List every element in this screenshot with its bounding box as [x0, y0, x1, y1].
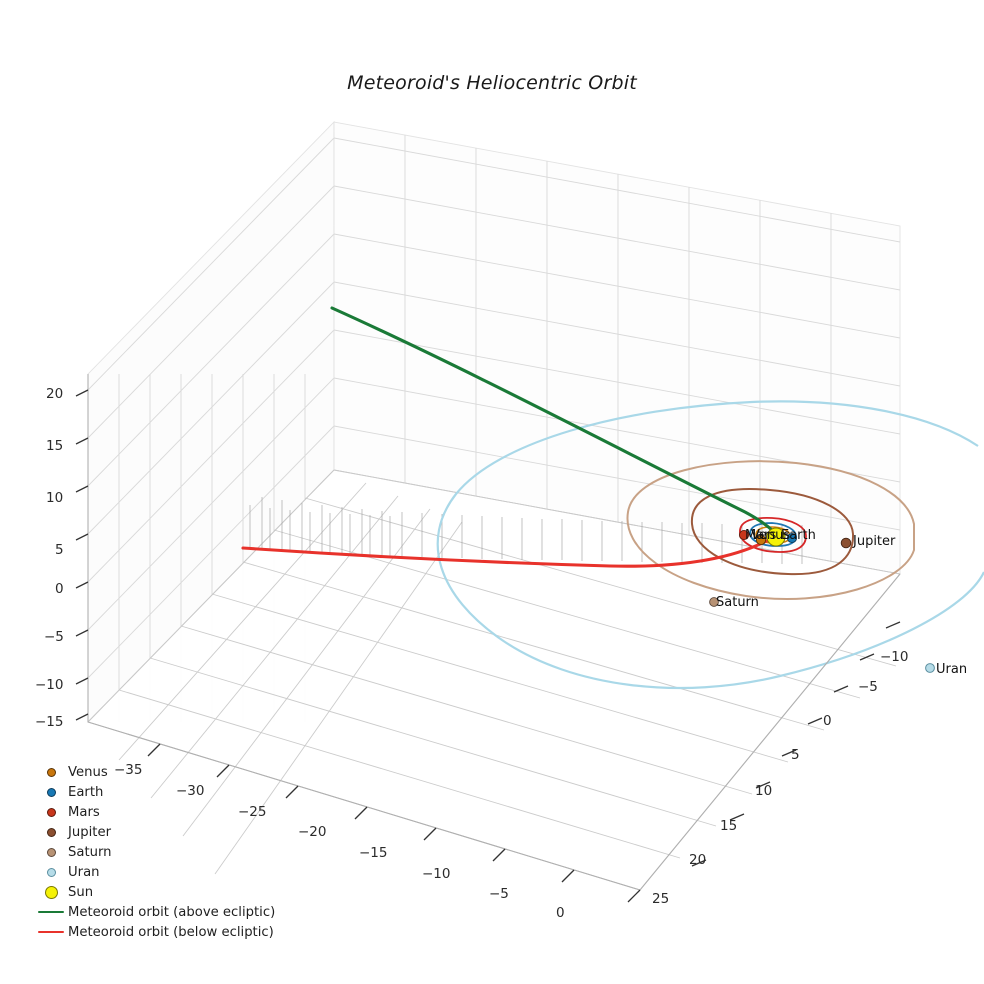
planet-markers: [709, 527, 935, 673]
red-line-icon: [34, 930, 68, 934]
meteoroid-orbit-above-ecliptic: [330, 306, 776, 534]
legend-label-sun: Sun: [68, 884, 94, 900]
uran-marker-icon: [34, 867, 68, 877]
axis-spines: [87, 374, 901, 891]
z-tick-label: 10: [46, 490, 64, 506]
body-label-earth: Earth: [781, 528, 816, 543]
marker-saturn: [709, 597, 719, 607]
legend-label-jupiter: Jupiter: [68, 824, 111, 840]
z-tick-label: −5: [44, 629, 64, 645]
y-tick-label: 20: [689, 852, 707, 868]
marker-jupiter: [840, 537, 852, 549]
y-axis-spine: [639, 573, 901, 891]
legend-item-venus[interactable]: Venus: [34, 762, 302, 782]
x-tick-label: −20: [298, 824, 327, 840]
legend-label-mars: Mars: [68, 804, 100, 820]
z-tick-label: 20: [46, 386, 64, 402]
z-tick-label: −10: [35, 677, 64, 693]
earth-marker-icon: [34, 787, 68, 797]
marker-sun: [766, 527, 786, 547]
marker-mars: [738, 529, 750, 541]
legend-item-mars[interactable]: Mars: [34, 802, 302, 822]
orbit-uran: [436, 400, 984, 690]
y-tick-label: −5: [858, 679, 878, 695]
legend-item-below-ecliptic[interactable]: Meteoroid orbit (below ecliptic): [34, 922, 302, 942]
marker-venus: [755, 534, 767, 546]
marker-uran: [925, 663, 935, 673]
meteoroid-orbit-below-ecliptic: [241, 536, 774, 568]
venus-marker-icon: [34, 767, 68, 777]
x-tick-label: 0: [556, 905, 565, 921]
y-tick-label: 5: [791, 747, 800, 763]
meteoroid-trajectories: [241, 306, 776, 568]
legend: Venus Earth Mars Jupiter Saturn: [34, 762, 302, 942]
green-line-icon: [34, 910, 68, 914]
z-tick-label: 0: [55, 581, 64, 597]
axis-ticks: [75, 389, 901, 903]
y-tick-label: 0: [823, 713, 832, 729]
x-axis-spine: [87, 721, 641, 891]
y-tick-label: −10: [880, 649, 909, 665]
z-tick-label: 15: [46, 438, 64, 454]
body-label-mars: Mars: [745, 528, 777, 543]
legend-item-jupiter[interactable]: Jupiter: [34, 822, 302, 842]
legend-item-above-ecliptic[interactable]: Meteoroid orbit (above ecliptic): [34, 902, 302, 922]
legend-item-saturn[interactable]: Saturn: [34, 842, 302, 862]
z-tick-label: −15: [35, 714, 64, 730]
x-tick-label: −5: [489, 886, 509, 902]
orbit-earth: [749, 522, 797, 547]
x-tick-label: −30: [176, 783, 205, 799]
body-label-uran: Uran: [936, 662, 968, 677]
y-tick-label: 15: [720, 818, 738, 834]
z-tick-label: 5: [55, 542, 64, 558]
legend-label-venus: Venus: [68, 764, 108, 780]
body-label-jupiter: Jupiter: [853, 534, 896, 549]
mars-marker-icon: [34, 807, 68, 817]
x-tick-label: −35: [114, 762, 143, 778]
marker-earth: [786, 532, 798, 544]
pane-xy-floor: [87, 469, 901, 891]
x-tick-label: −15: [359, 845, 388, 861]
x-tick-label: −25: [238, 804, 267, 820]
legend-item-sun[interactable]: Sun: [34, 882, 302, 902]
legend-label-earth: Earth: [68, 784, 104, 800]
body-label-saturn: Saturn: [716, 595, 759, 610]
page-title: Meteoroid's Heliocentric Orbit: [347, 72, 637, 94]
orbit-jupiter: [690, 488, 855, 576]
body-label-venus: Venus: [751, 528, 791, 543]
x-tick-label: −10: [422, 866, 451, 882]
sun-marker-icon: [34, 885, 68, 899]
legend-item-uran[interactable]: Uran: [34, 862, 302, 882]
y-tick-label: 25: [652, 891, 670, 907]
y-tick-label: 10: [755, 783, 773, 799]
orbit-saturn: [626, 460, 915, 600]
saturn-marker-icon: [34, 847, 68, 857]
legend-label-below-ecliptic: Meteoroid orbit (below ecliptic): [68, 924, 274, 940]
legend-label-uran: Uran: [68, 864, 100, 880]
legend-item-earth[interactable]: Earth: [34, 782, 302, 802]
jupiter-marker-icon: [34, 827, 68, 837]
legend-label-saturn: Saturn: [68, 844, 112, 860]
legend-label-above-ecliptic: Meteoroid orbit (above ecliptic): [68, 904, 276, 920]
